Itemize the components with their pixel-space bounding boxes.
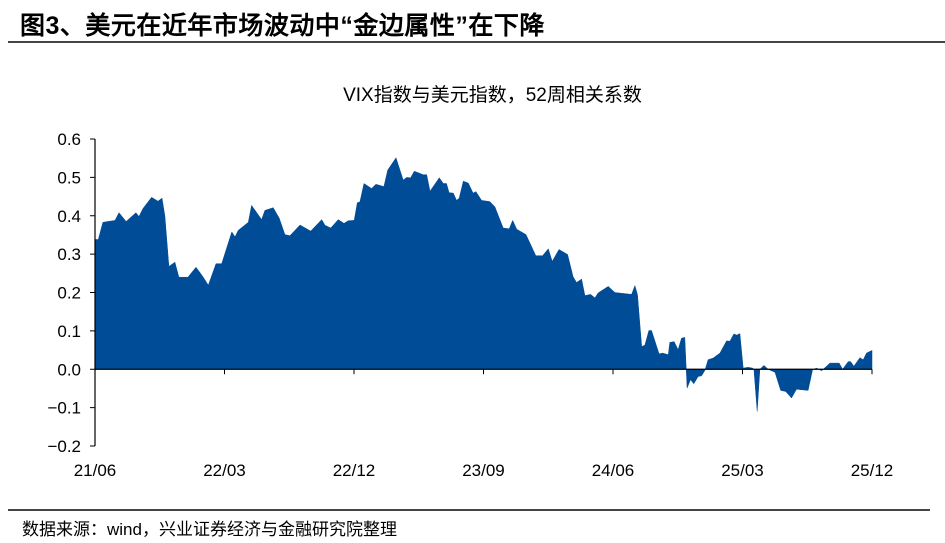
chart-title: VIX指数与美元指数，52周相关系数 (343, 85, 642, 106)
x-tick-label: 22/03 (203, 461, 246, 480)
y-tick-label: 0.0 (57, 360, 81, 379)
x-tick-label: 22/12 (333, 461, 376, 480)
y-tick-label: 0.5 (57, 168, 81, 187)
figure-title: 图3、美元在近年市场波动中“金边属性”在下降 (20, 12, 545, 40)
x-tick-label: 24/06 (592, 461, 635, 480)
x-tick-label: 23/09 (462, 461, 505, 480)
title-divider (8, 41, 945, 43)
y-tick-label: 0.2 (57, 284, 81, 303)
axes-layer: −0.2 −0.1 0.0 0.1 0.2 0.3 0.4 0.5 0.6 21/06 22/03 2… (47, 130, 893, 480)
correlation-area (94, 157, 873, 412)
x-tick-label: 21/06 (74, 461, 117, 480)
area-layer (94, 157, 873, 412)
y-tick-label: −0.1 (47, 399, 81, 418)
x-tick-label: 25/03 (721, 461, 764, 480)
y-tick-label: 0.6 (57, 130, 81, 149)
y-tick-label: 0.4 (57, 207, 81, 226)
y-tick-label: 0.1 (57, 322, 81, 341)
y-tick-label: 0.3 (57, 245, 81, 264)
y-tick-label: −0.2 (47, 437, 81, 456)
data-source-note: 数据来源：wind，兴业证券经济与金融研究院整理 (22, 520, 397, 539)
source-divider (8, 509, 930, 511)
x-tick-label: 25/12 (851, 461, 894, 480)
